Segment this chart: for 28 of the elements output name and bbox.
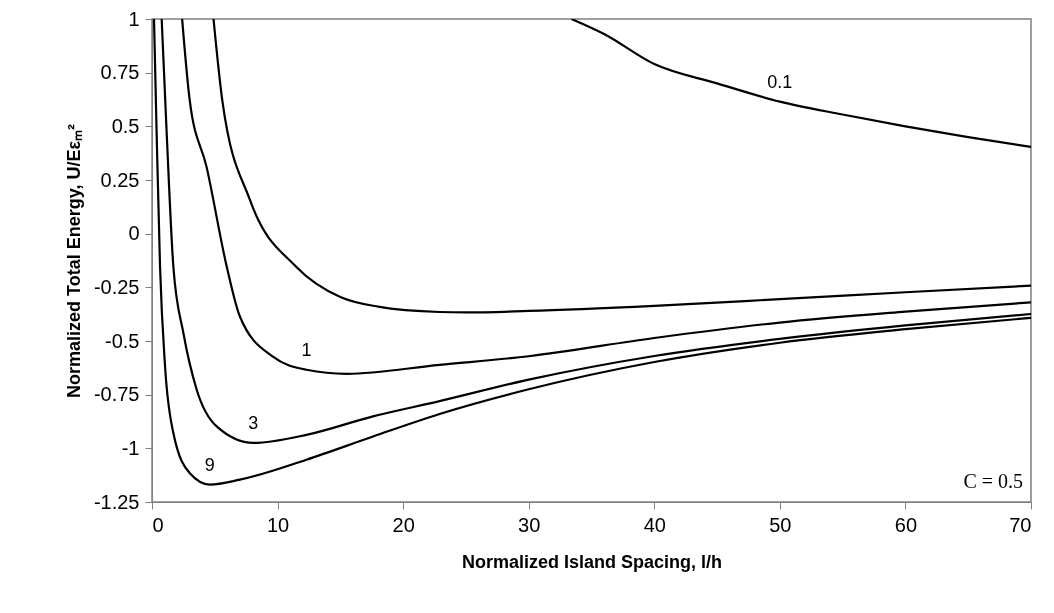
y-tick-label: -0.5 <box>105 329 140 352</box>
annotation: 3 <box>248 412 259 433</box>
line-series <box>570 19 1031 149</box>
x-tick-label: 50 <box>769 513 792 536</box>
y-tick-label: -1 <box>121 436 140 459</box>
y-axis-title: Normalized Total Energy, U/Eεₘ² <box>63 124 84 398</box>
x-tick-label: 60 <box>894 513 918 536</box>
x-tick-label: 0 <box>152 513 164 536</box>
annotation: 9 <box>204 454 215 475</box>
annotation: 0.1 <box>767 71 793 92</box>
y-tick-label: 0.75 <box>100 61 140 84</box>
annotation: 1 <box>301 339 312 360</box>
y-tick-label: -1.25 <box>93 490 140 513</box>
x-tick-label: 20 <box>392 513 415 536</box>
x-axis-title: Normalized Island Spacing, l/h <box>461 551 723 572</box>
y-tick-label: 0.25 <box>100 168 140 191</box>
line-series <box>181 19 1031 375</box>
x-tick-label: 10 <box>266 513 290 536</box>
annotation: C = 0.5 <box>963 470 1023 492</box>
y-tick-label: 0 <box>128 222 140 245</box>
x-tick-label: 30 <box>518 513 541 536</box>
x-tick-label: 70 <box>1009 513 1032 536</box>
y-tick-label: 1 <box>128 7 140 30</box>
y-tick-label: -0.25 <box>93 275 140 298</box>
x-tick-label: 40 <box>643 513 666 536</box>
line-series <box>212 19 1031 314</box>
y-tick-label: -0.75 <box>93 383 140 406</box>
y-tick-label: 0.5 <box>111 114 140 137</box>
